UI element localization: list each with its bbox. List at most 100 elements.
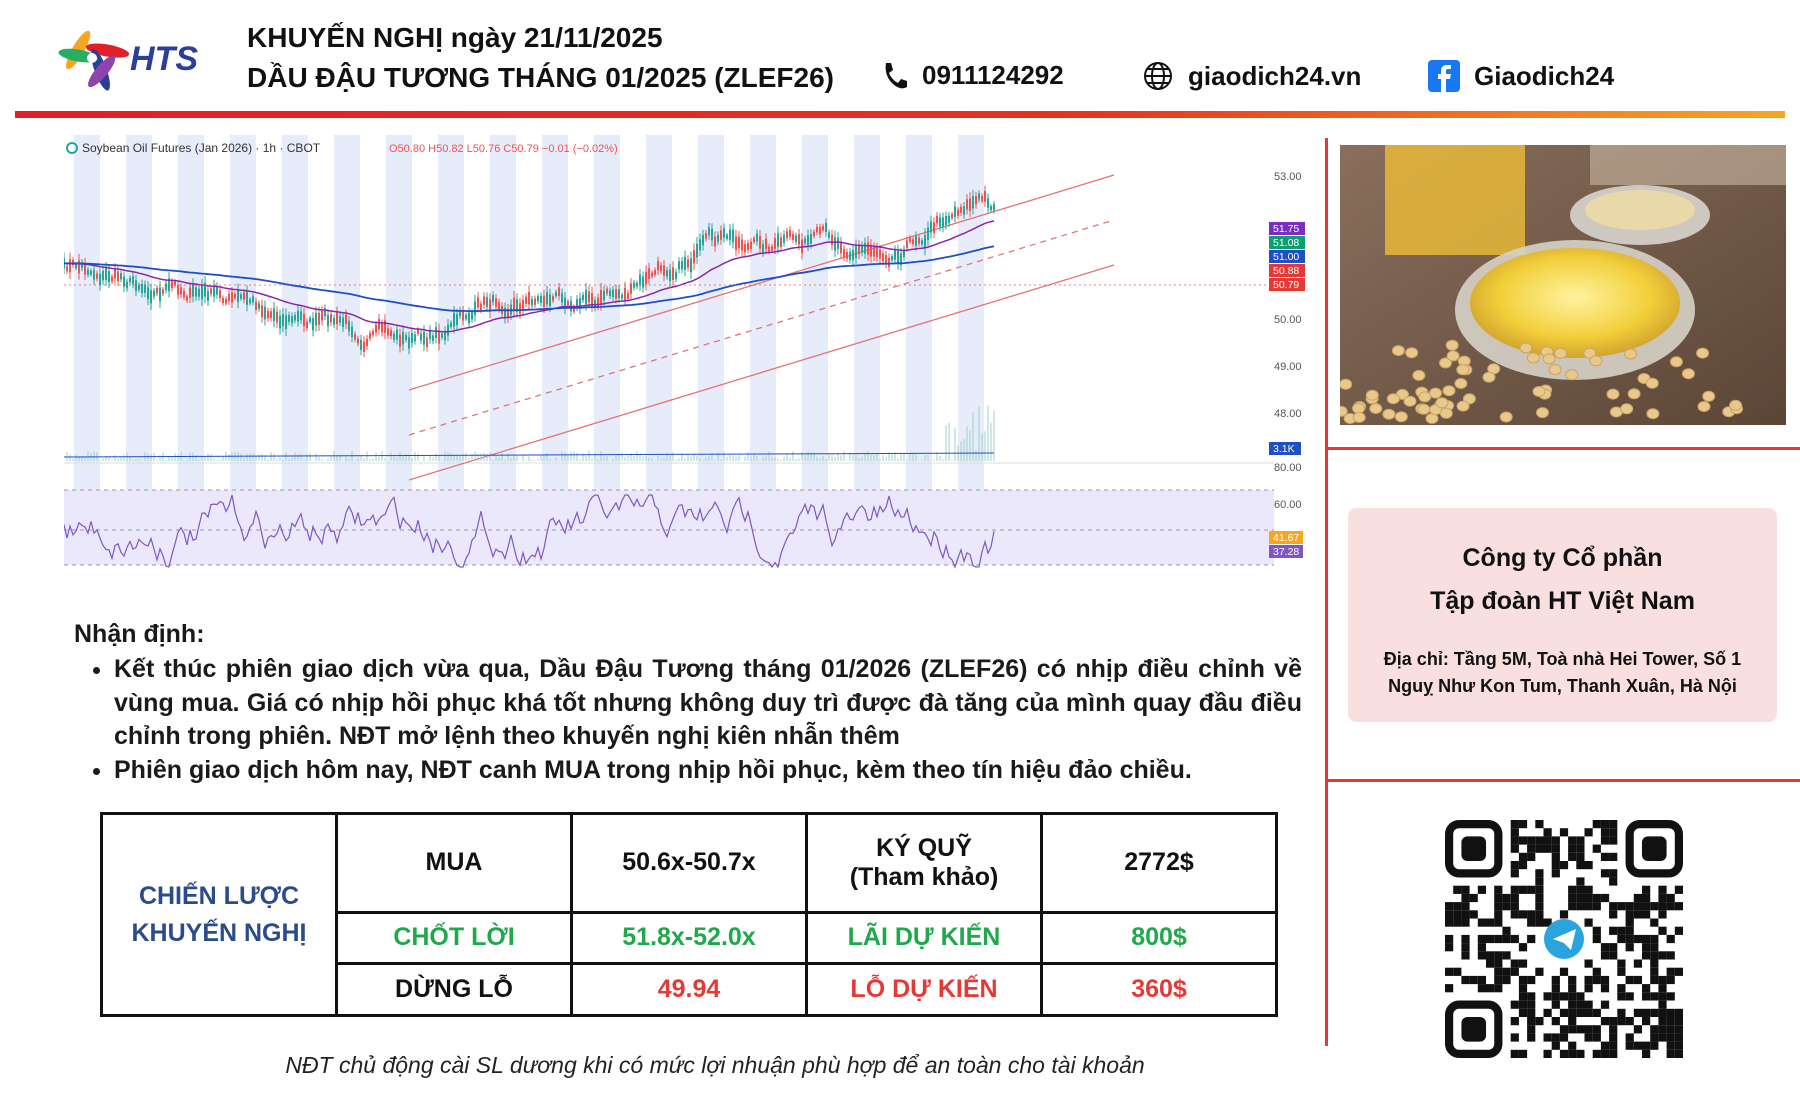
- qr-module: [1592, 967, 1601, 976]
- candle-body: [186, 296, 188, 301]
- qr-module: [1674, 1025, 1683, 1034]
- title-line2: DẦU ĐẬU TƯƠNG THÁNG 01/2025 (ZLEF26): [247, 62, 834, 93]
- qr-module: [1642, 910, 1651, 919]
- qr-module: [1453, 885, 1462, 894]
- qr-module: [1584, 918, 1593, 927]
- qr-module: [1510, 893, 1519, 903]
- qr-module: [1642, 992, 1651, 1001]
- qr-finder: [1625, 820, 1683, 878]
- candle-body: [381, 323, 383, 333]
- candle-body: [375, 324, 377, 333]
- qr-module: [1642, 902, 1651, 911]
- bean: [1429, 387, 1442, 399]
- candle-body: [330, 314, 332, 323]
- candle-body: [228, 293, 230, 302]
- candle-body: [345, 314, 347, 325]
- candle-body: [672, 267, 674, 281]
- qr-module: [1551, 975, 1560, 985]
- qr-module: [1510, 820, 1519, 829]
- candle-body: [225, 298, 227, 304]
- qr-module: [1518, 943, 1528, 952]
- qr-module: [1445, 902, 1454, 911]
- candle-body: [933, 222, 935, 233]
- price-badge-text: 50.79: [1273, 279, 1299, 291]
- candle-body: [318, 312, 320, 325]
- candle-body: [705, 232, 707, 239]
- qr-module: [1617, 934, 1626, 944]
- qr-module: [1625, 943, 1634, 952]
- bean: [1386, 393, 1400, 405]
- candle-body: [339, 316, 341, 323]
- candle-body: [945, 215, 947, 225]
- qr-module: [1518, 1049, 1528, 1058]
- candle-body: [561, 293, 563, 303]
- qr-module: [1600, 869, 1610, 878]
- candle-body: [789, 229, 791, 237]
- qr-module: [1535, 902, 1544, 911]
- qr-module: [1666, 992, 1675, 1001]
- qr-module: [1633, 1025, 1643, 1034]
- qr-module: [1518, 992, 1528, 1001]
- qr-module: [1510, 959, 1519, 968]
- bean: [1340, 378, 1353, 390]
- title-line1: KHUYẾN NGHỊ ngày 21/11/2025: [247, 22, 663, 53]
- qr-module: [1642, 1049, 1651, 1058]
- qr-module: [1477, 885, 1487, 894]
- qr-module: [1609, 1033, 1618, 1042]
- qr-module: [1543, 992, 1552, 1001]
- qr-module: [1625, 1017, 1634, 1026]
- company-box: Công ty Cổ phần Tập đoàn HT Việt Nam Địa…: [1348, 508, 1777, 722]
- qr-module: [1666, 975, 1675, 985]
- qr-module: [1494, 959, 1503, 968]
- candle-body: [576, 299, 578, 308]
- facebook: Giaodich24: [1474, 60, 1615, 91]
- candle-body: [552, 296, 554, 301]
- bean: [1645, 377, 1659, 389]
- price-axis-label: 53.00: [1274, 171, 1302, 183]
- candle-body: [321, 310, 323, 321]
- qr-module: [1584, 893, 1593, 903]
- qr-module: [1461, 893, 1470, 903]
- qr-module: [1609, 910, 1618, 919]
- bean: [1696, 347, 1710, 359]
- candle-body: [279, 315, 281, 329]
- candle-body: [432, 335, 434, 342]
- qr-module: [1535, 820, 1544, 829]
- label-line: CHIẾN LƯỢC: [138, 881, 300, 910]
- qr-module: [1518, 852, 1528, 862]
- qr-module: [1568, 885, 1577, 894]
- cell: DỪNG LỖ: [335, 962, 573, 1017]
- qr-module: [1658, 910, 1667, 919]
- candle-body: [351, 326, 353, 338]
- qr-module: [1494, 975, 1503, 985]
- qr-module: [1469, 910, 1478, 919]
- qr-module: [1600, 852, 1610, 862]
- qr-module: [1600, 951, 1610, 960]
- qr-module: [1658, 1017, 1667, 1026]
- candle-body: [972, 196, 974, 209]
- qr-module: [1518, 959, 1528, 968]
- qr-module: [1650, 1025, 1659, 1034]
- candle-body: [804, 238, 806, 244]
- qr-module: [1559, 1049, 1569, 1058]
- candle-body: [417, 329, 419, 334]
- candle-body: [222, 297, 224, 304]
- qr-module: [1600, 820, 1610, 829]
- candle-body: [558, 287, 560, 297]
- qr-module: [1502, 934, 1511, 944]
- bean: [1624, 348, 1638, 360]
- bean: [1681, 368, 1695, 380]
- candle-body: [438, 330, 440, 344]
- bean: [1445, 339, 1459, 351]
- qr-module: [1461, 885, 1470, 894]
- qr-module: [1535, 967, 1544, 976]
- qr-module: [1625, 902, 1634, 911]
- candle-body: [150, 290, 152, 304]
- qr-module: [1617, 902, 1626, 911]
- candle-body: [210, 288, 212, 295]
- candle-body: [954, 206, 956, 218]
- qr-module: [1559, 910, 1569, 919]
- candle-body: [189, 287, 191, 298]
- qr-module: [1625, 1041, 1634, 1050]
- logo: HTS: [58, 30, 198, 91]
